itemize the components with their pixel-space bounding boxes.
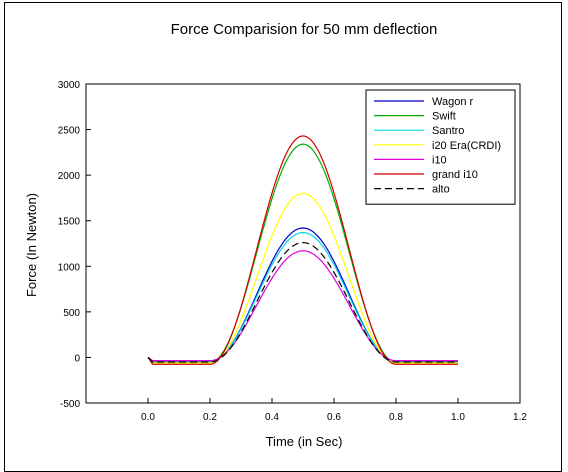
plot-area xyxy=(85,83,521,404)
y-tick-label: 0 xyxy=(74,353,80,364)
legend-label: i20 Era(CRDI) xyxy=(432,140,501,152)
y-tick-label: -500 xyxy=(60,399,80,410)
legend-label: alto xyxy=(432,184,450,196)
x-tick-label: 1.2 xyxy=(513,412,527,423)
chart-svg: Force Comparision for 50 mm deflection T… xyxy=(24,21,528,449)
x-axis-label: Time (in Sec) xyxy=(266,434,343,449)
chart-title: Force Comparision for 50 mm deflection xyxy=(171,21,438,38)
x-tick-label: 0.8 xyxy=(389,412,403,423)
series-line-santro xyxy=(147,231,458,362)
chart-figure: Force Comparision for 50 mm deflection T… xyxy=(4,2,562,472)
x-tick-label: 0.2 xyxy=(203,412,217,423)
legend-label: Santro xyxy=(432,125,464,137)
series-line-i20-era-crdi- xyxy=(147,192,458,364)
y-tick-label: 2000 xyxy=(58,171,81,182)
legend-label: Swift xyxy=(432,111,456,123)
y-tick-label: 1000 xyxy=(58,262,81,273)
y-tick-label: 2500 xyxy=(58,126,81,137)
axis-ticks: 0.0 0.2 0.4 0.6 0.8 1.0 1.2 -500 0 500 1000 1500 200… xyxy=(58,80,528,423)
series-line-wagon-r xyxy=(147,227,458,363)
legend: Wagon r Swift Santro i20 Era(CRDI) i10 grand… xyxy=(365,89,516,205)
series-line-grand-i10 xyxy=(147,135,458,365)
legend-box xyxy=(365,89,516,205)
legend-label: i10 xyxy=(432,154,447,166)
y-tick-label: 1500 xyxy=(58,217,81,228)
series-lines xyxy=(147,135,458,365)
y-axis-label: Force (In Newton) xyxy=(24,193,39,297)
x-tick-label: 0.0 xyxy=(141,412,155,423)
series-line-i10 xyxy=(147,250,458,362)
series-line-alto xyxy=(147,241,458,363)
y-tick-label: 3000 xyxy=(58,80,81,91)
x-tick-label: 0.6 xyxy=(327,412,341,423)
y-tick-label: 500 xyxy=(63,308,80,319)
x-tick-label: 1.0 xyxy=(451,412,465,423)
x-tick-label: 0.4 xyxy=(265,412,279,423)
legend-label: grand i10 xyxy=(432,169,478,181)
legend-label: Wagon r xyxy=(432,96,474,108)
